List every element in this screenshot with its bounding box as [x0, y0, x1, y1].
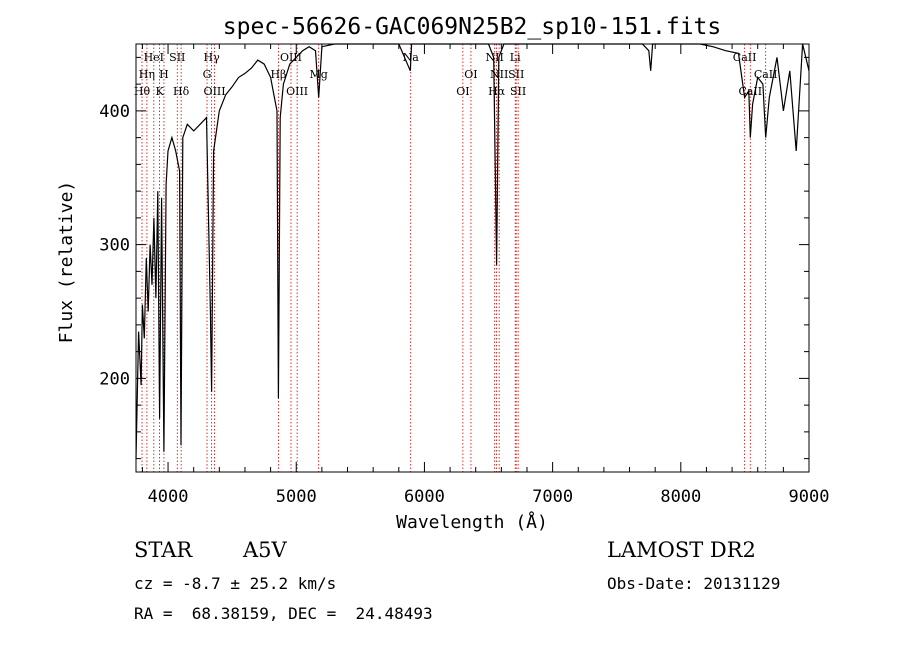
y-tick-label: 200: [99, 369, 130, 389]
spectral-line-label: Hα: [488, 85, 506, 98]
spectral-line-label: CaII: [738, 85, 762, 98]
spectral-subclass: A5V: [243, 538, 287, 562]
x-tick-label: 8000: [660, 487, 701, 507]
spectral-line-label: SII: [508, 68, 524, 81]
spectral-line-label: OIII: [286, 85, 308, 98]
x-tick-label: 9000: [789, 487, 830, 507]
x-tick-label: 4000: [148, 487, 189, 507]
spectral-line-label: OIII: [280, 51, 302, 64]
spectral-line-label: OI: [464, 68, 477, 81]
y-axis-title: Flux (relative): [56, 181, 77, 344]
x-axis-title: Wavelength (Å): [396, 511, 548, 533]
spectral-line-labels: HθHηHeIKHSIIHδHγGOIIIHβOIIIOIIIMgNaOIOIN…: [134, 51, 778, 98]
chart-title: spec-56626-GAC069N25B2_sp10-151.fits: [223, 14, 722, 40]
spectral-line-label: HeI: [144, 51, 164, 64]
spectral-line-label: Hβ: [270, 68, 286, 81]
coordinates: RA = 68.38159, DEC = 24.48493: [134, 604, 433, 623]
spectral-line-label: SII: [510, 85, 526, 98]
spectral-line-label: H: [159, 68, 169, 81]
x-tick-label: 7000: [532, 487, 573, 507]
observation-date: Obs-Date: 20131129: [607, 574, 781, 593]
spectral-line-label: OI: [456, 85, 469, 98]
spectral-line-label: Mg: [310, 68, 328, 81]
y-tick-label: 300: [99, 236, 130, 256]
spectral-line-label: CaII: [754, 68, 778, 81]
x-tick-label: 5000: [276, 487, 317, 507]
spectrum-line: [135, 43, 810, 459]
spectral-line-label: OIII: [204, 85, 226, 98]
survey-name: LAMOST DR2: [607, 538, 756, 562]
spectral-line-label: Hη: [139, 68, 155, 81]
axis-ticks: 4000 5000 6000 7000 8000 9000 200 300 400: [99, 44, 829, 507]
plot-frame: [135, 43, 810, 473]
spectral-line-markers: [141, 44, 767, 472]
x-tick-label: 6000: [404, 487, 445, 507]
radial-velocity: cz = -8.7 ± 25.2 km/s: [134, 574, 337, 593]
y-tick-label: 400: [99, 102, 130, 122]
spectral-line-label: K: [155, 85, 164, 98]
spectral-line-label: Li: [510, 51, 521, 64]
spectral-line-label: G: [203, 68, 212, 81]
spectral-line-label: Hδ: [173, 85, 190, 98]
spectral-line-label: Hθ: [134, 85, 151, 98]
spectral-line-label: Hγ: [204, 51, 221, 64]
spectral-line-label: SII: [169, 51, 185, 64]
object-class: STAR: [134, 538, 193, 562]
